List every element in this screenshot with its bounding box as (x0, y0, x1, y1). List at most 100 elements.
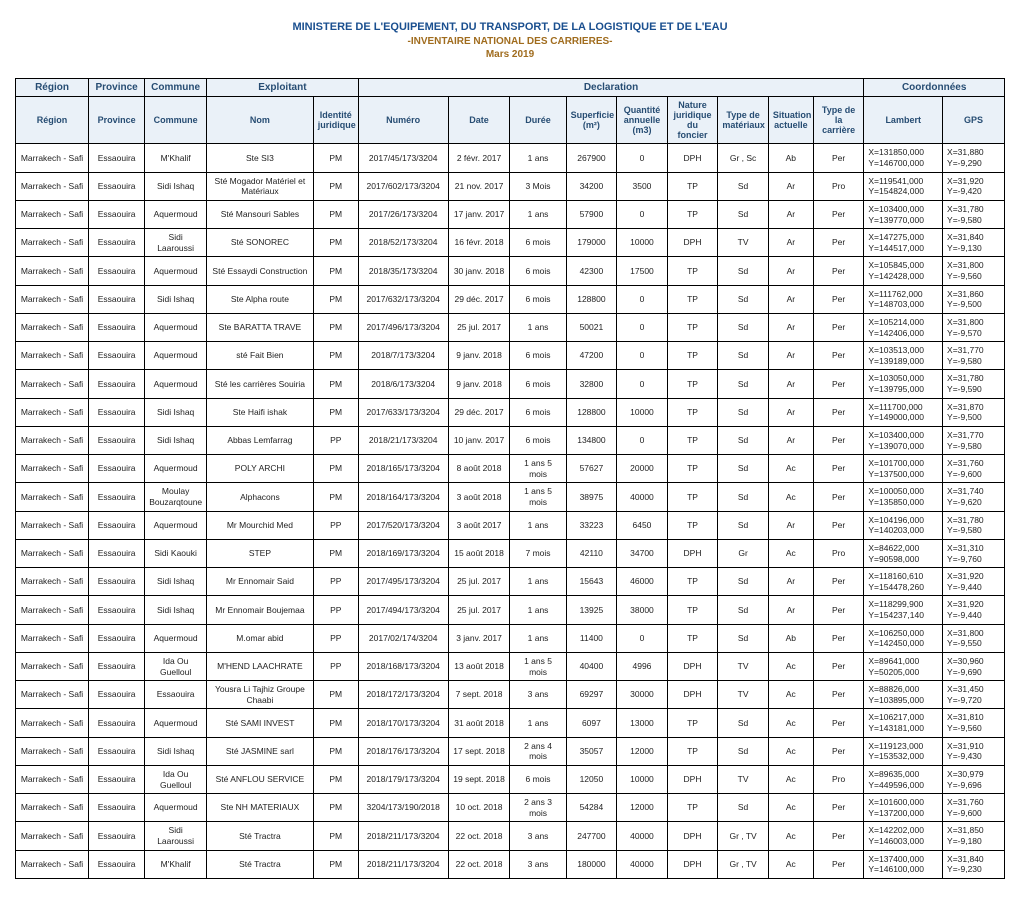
cell-region: Marrakech - Safi (16, 624, 89, 652)
cell-sup: 69297 (566, 681, 617, 709)
cell-date: 9 janv. 2018 (448, 342, 510, 370)
cell-num: 2017/520/173/3204 (358, 511, 448, 539)
cell-typ: Per (813, 652, 864, 680)
cell-gps: X=31,880 Y=-9,290 (943, 144, 1005, 172)
cell-lam: X=111700,000 Y=149000,000 (864, 398, 943, 426)
cell-nom: Ste Alpha route (207, 285, 314, 313)
table-row: Marrakech - SafiEssaouiraMoulay Bouzarqt… (16, 483, 1005, 511)
cell-province: Essaouira (89, 455, 145, 483)
cell-province: Essaouira (89, 596, 145, 624)
cell-province: Essaouira (89, 370, 145, 398)
cell-typ: Per (813, 568, 864, 596)
cell-duree: 1 ans 5 mois (510, 455, 566, 483)
cell-region: Marrakech - Safi (16, 539, 89, 567)
cell-num: 2017/496/173/3204 (358, 313, 448, 341)
cell-province: Essaouira (89, 511, 145, 539)
cell-nat: TP (667, 455, 718, 483)
cell-commune: Sidi Ishaq (145, 596, 207, 624)
cell-num: 2018/211/173/3204 (358, 822, 448, 850)
cell-duree: 6 mois (510, 257, 566, 285)
cell-date: 30 janv. 2018 (448, 257, 510, 285)
cell-ident: PP (313, 568, 358, 596)
cell-commune: Aquermoud (145, 257, 207, 285)
cell-duree: 1 ans 5 mois (510, 483, 566, 511)
cell-sit: Ar (768, 398, 813, 426)
col-situation: Situation actuelle (768, 97, 813, 144)
cell-qte: 34700 (617, 539, 668, 567)
cell-province: Essaouira (89, 539, 145, 567)
cell-qte: 0 (617, 624, 668, 652)
col-identite: Identité juridique (313, 97, 358, 144)
col-declaration: Declaration (358, 79, 864, 97)
cell-duree: 3 Mois (510, 172, 566, 200)
cell-lam: X=89641,000 Y=50205,000 (864, 652, 943, 680)
cell-typ: Per (813, 398, 864, 426)
cell-sit: Ar (768, 257, 813, 285)
cell-sit: Ac (768, 539, 813, 567)
cell-sit: Ar (768, 172, 813, 200)
cell-province: Essaouira (89, 568, 145, 596)
cell-lam: X=106250,000 Y=142450,000 (864, 624, 943, 652)
cell-commune: Sidi Ishaq (145, 172, 207, 200)
cell-date: 7 sept. 2018 (448, 681, 510, 709)
cell-region: Marrakech - Safi (16, 370, 89, 398)
cell-lam: X=105845,000 Y=142428,000 (864, 257, 943, 285)
cell-ident: PM (313, 398, 358, 426)
cell-ident: PM (313, 455, 358, 483)
report-header: MINISTERE DE L'EQUIPEMENT, DU TRANSPORT,… (15, 20, 1005, 60)
col-exploitant: Exploitant (207, 79, 359, 97)
cell-region: Marrakech - Safi (16, 172, 89, 200)
cell-qte: 40000 (617, 850, 668, 878)
report-date: Mars 2019 (15, 49, 1005, 60)
cell-mat: Sd (718, 483, 769, 511)
cell-duree: 6 mois (510, 285, 566, 313)
cell-nom: sté Fait Bien (207, 342, 314, 370)
cell-province: Essaouira (89, 681, 145, 709)
cell-ident: PM (313, 313, 358, 341)
cell-region: Marrakech - Safi (16, 483, 89, 511)
cell-sup: 180000 (566, 850, 617, 878)
cell-duree: 6 mois (510, 370, 566, 398)
cell-typ: Per (813, 455, 864, 483)
cell-nom: Sté Tractra (207, 822, 314, 850)
cell-nat: TP (667, 568, 718, 596)
cell-num: 2017/632/173/3204 (358, 285, 448, 313)
cell-commune: Aquermoud (145, 200, 207, 228)
cell-province: Essaouira (89, 257, 145, 285)
cell-gps: X=31,450 Y=-9,720 (943, 681, 1005, 709)
cell-duree: 6 mois (510, 398, 566, 426)
cell-num: 2018/21/173/3204 (358, 426, 448, 454)
cell-duree: 6 mois (510, 765, 566, 793)
table-row: Marrakech - SafiEssaouiraSidi LaaroussiS… (16, 229, 1005, 257)
cell-num: 2017/602/173/3204 (358, 172, 448, 200)
cell-mat: Gr , Sc (718, 144, 769, 172)
cell-mat: TV (718, 652, 769, 680)
col-gps: GPS (943, 97, 1005, 144)
cell-typ: Per (813, 342, 864, 370)
cell-nat: TP (667, 370, 718, 398)
cell-province: Essaouira (89, 144, 145, 172)
cell-qte: 13000 (617, 709, 668, 737)
cell-qte: 12000 (617, 737, 668, 765)
col-province: Province (89, 97, 145, 144)
cell-sup: 12050 (566, 765, 617, 793)
cell-region: Marrakech - Safi (16, 229, 89, 257)
cell-mat: TV (718, 229, 769, 257)
cell-qte: 0 (617, 370, 668, 398)
cell-date: 13 août 2018 (448, 652, 510, 680)
table-row: Marrakech - SafiEssaouiraM'KhalifSte SI3… (16, 144, 1005, 172)
cell-mat: Sd (718, 511, 769, 539)
cell-typ: Per (813, 624, 864, 652)
cell-nat: TP (667, 398, 718, 426)
cell-commune: Aquermoud (145, 370, 207, 398)
cell-ident: PM (313, 200, 358, 228)
cell-duree: 1 ans (510, 313, 566, 341)
cell-nom: Sté ANFLOU SERVICE (207, 765, 314, 793)
table-row: Marrakech - SafiEssaouiraSidi IshaqSté J… (16, 737, 1005, 765)
cell-qte: 3500 (617, 172, 668, 200)
cell-mat: Sd (718, 172, 769, 200)
cell-gps: X=31,780 Y=-9,580 (943, 200, 1005, 228)
cell-sup: 11400 (566, 624, 617, 652)
cell-sit: Ac (768, 709, 813, 737)
table-row: Marrakech - SafiEssaouiraAquermoudSte NH… (16, 794, 1005, 822)
